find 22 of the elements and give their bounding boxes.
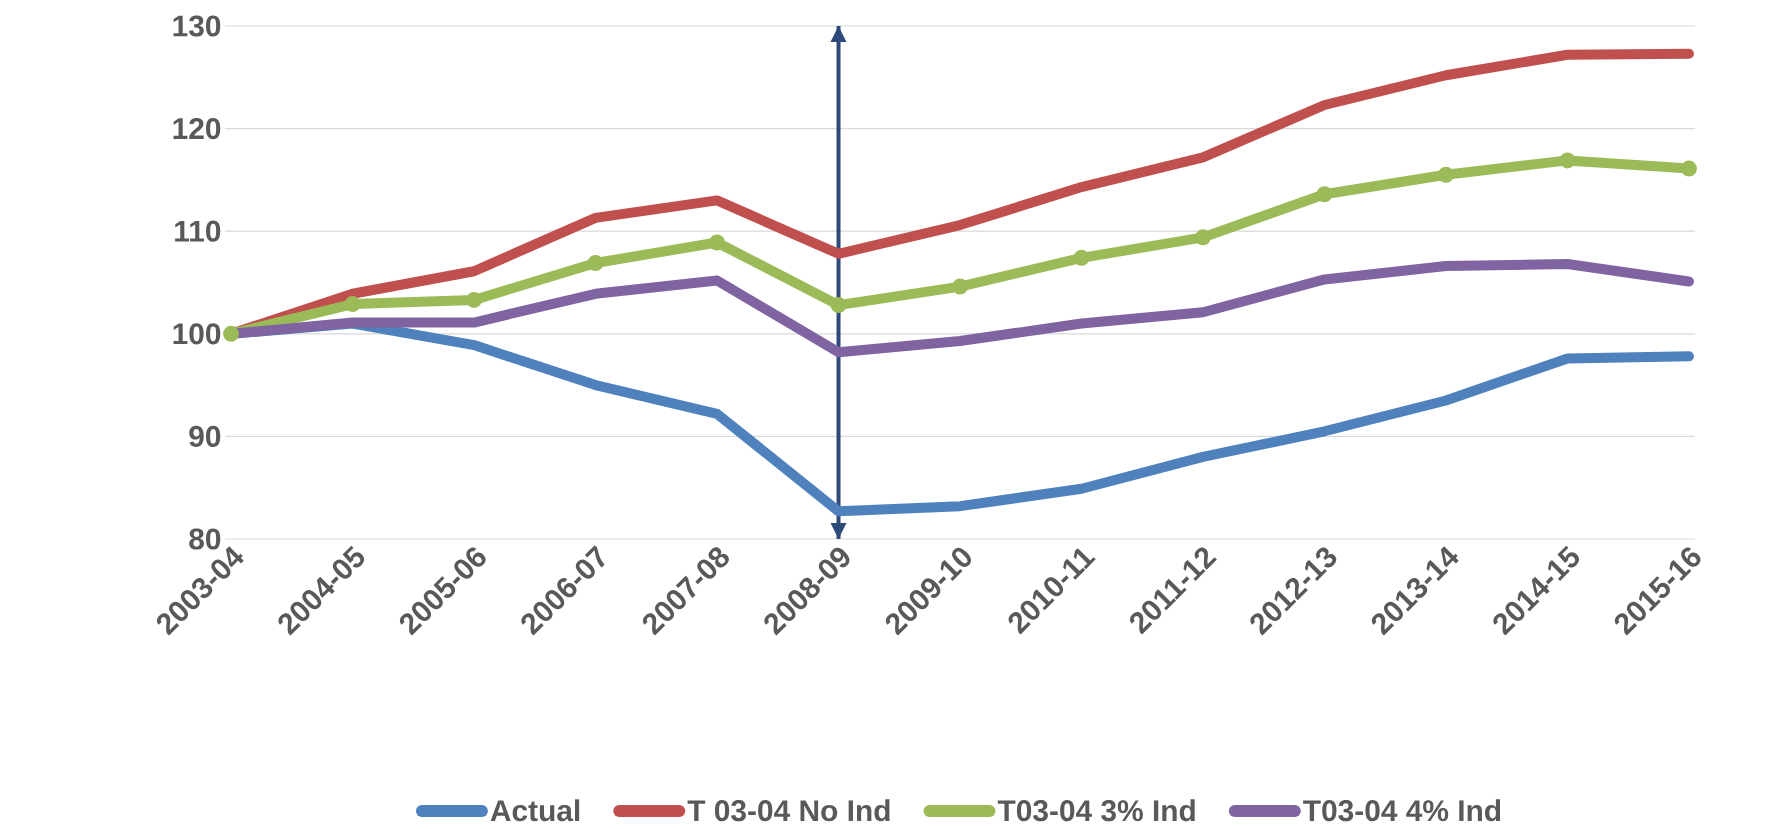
legend-label: T03-04 3% Ind xyxy=(997,799,1195,822)
y-tick-label: 110 xyxy=(175,220,221,242)
point xyxy=(466,291,483,308)
point xyxy=(223,325,240,342)
legend-label: T 03-04 No Ind xyxy=(687,799,890,822)
y-tick-label: 120 xyxy=(173,118,221,140)
point xyxy=(1680,160,1697,177)
point xyxy=(1194,229,1211,246)
point xyxy=(1437,166,1454,183)
point xyxy=(587,255,604,271)
point xyxy=(1559,152,1576,169)
y-tick-label: 90 xyxy=(189,425,221,447)
point xyxy=(709,234,726,251)
legend-label: T03-04 4% Ind xyxy=(1303,799,1501,822)
point xyxy=(1073,249,1090,266)
point xyxy=(344,296,361,313)
point xyxy=(1316,186,1333,203)
legend-label: Actual xyxy=(490,799,580,822)
y-tick-label: 130 xyxy=(173,15,221,37)
point xyxy=(952,278,969,295)
point xyxy=(830,297,847,314)
y-tick-label: 100 xyxy=(173,323,221,345)
